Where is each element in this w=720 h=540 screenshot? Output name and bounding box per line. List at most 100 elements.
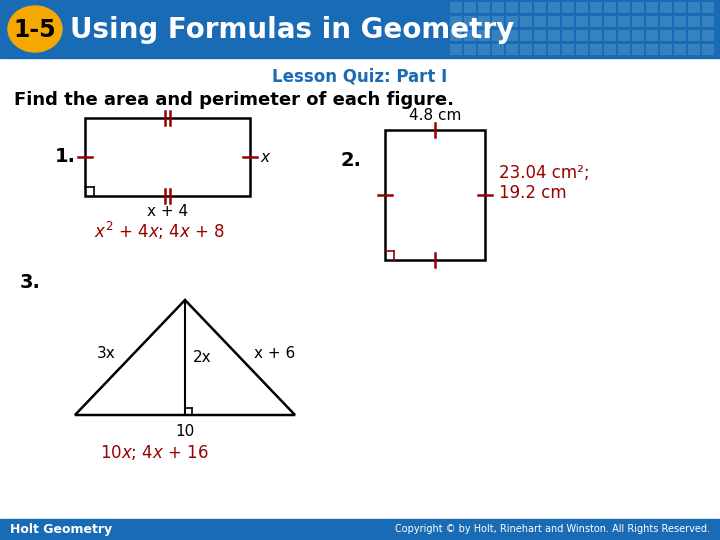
Text: $x^2$ + 4$x$; 4$x$ + 8: $x^2$ + 4$x$; 4$x$ + 8 [94, 220, 225, 242]
Bar [688, 30, 700, 41]
Bar [548, 2, 560, 13]
Bar [506, 16, 518, 27]
Bar [702, 30, 714, 41]
Bar [674, 2, 686, 13]
Bar [660, 30, 672, 41]
Text: x: x [260, 150, 269, 165]
Bar [520, 2, 532, 13]
Bar [702, 2, 714, 13]
Bar [646, 2, 658, 13]
Bar [590, 2, 602, 13]
Bar [562, 44, 574, 55]
Bar [464, 44, 476, 55]
Bar [520, 30, 532, 41]
Bar [590, 30, 602, 41]
Text: Using Formulas in Geometry: Using Formulas in Geometry [70, 16, 514, 44]
Bar [450, 30, 462, 41]
Bar [674, 44, 686, 55]
Bar [492, 2, 504, 13]
Bar [674, 16, 686, 27]
Bar [450, 16, 462, 27]
Bar [646, 16, 658, 27]
Bar [674, 30, 686, 41]
Bar [506, 30, 518, 41]
Text: 10: 10 [176, 423, 194, 438]
Text: 1.: 1. [55, 147, 76, 166]
Bar [660, 16, 672, 27]
Bar [632, 16, 644, 27]
Bar [450, 44, 462, 55]
Bar [604, 2, 616, 13]
Bar [660, 2, 672, 13]
Bar [548, 44, 560, 55]
Bar [618, 44, 630, 55]
Bar [576, 16, 588, 27]
Bar [618, 30, 630, 41]
Bar [0, 0, 720, 58]
Bar [562, 30, 574, 41]
Bar [632, 44, 644, 55]
Bar [618, 2, 630, 13]
Bar [548, 16, 560, 27]
Text: 3.: 3. [20, 273, 41, 293]
Bar [85, 118, 250, 196]
Text: 3x: 3x [97, 346, 116, 361]
Bar [702, 16, 714, 27]
Bar [632, 2, 644, 13]
Text: Lesson Quiz: Part I: Lesson Quiz: Part I [272, 67, 448, 85]
Bar [576, 30, 588, 41]
Text: 4.8 cm: 4.8 cm [409, 109, 462, 124]
Text: 2.: 2. [340, 151, 361, 170]
Bar [385, 130, 485, 260]
Text: x + 4: x + 4 [147, 205, 188, 219]
Bar [590, 16, 602, 27]
Bar [646, 30, 658, 41]
Bar [464, 2, 476, 13]
Bar [478, 16, 490, 27]
Bar [492, 30, 504, 41]
Text: 1-5: 1-5 [14, 18, 56, 42]
Bar [660, 44, 672, 55]
Text: Copyright © by Holt, Rinehart and Winston. All Rights Reserved.: Copyright © by Holt, Rinehart and Winsto… [395, 524, 710, 535]
Text: 23.04 cm²;
19.2 cm: 23.04 cm²; 19.2 cm [499, 164, 590, 202]
Bar [464, 30, 476, 41]
Text: 10$x$; 4$x$ + 16: 10$x$; 4$x$ + 16 [100, 443, 209, 462]
Bar [646, 44, 658, 55]
Bar [562, 16, 574, 27]
Bar [576, 44, 588, 55]
Ellipse shape [8, 6, 62, 52]
Bar [0, 519, 720, 540]
Text: 2x: 2x [193, 350, 212, 365]
Bar [478, 44, 490, 55]
Bar [506, 44, 518, 55]
Bar [492, 16, 504, 27]
Bar [534, 44, 546, 55]
Text: x + 6: x + 6 [254, 346, 295, 361]
Bar [492, 44, 504, 55]
Bar [520, 44, 532, 55]
Bar [604, 44, 616, 55]
Bar [576, 2, 588, 13]
Bar [618, 16, 630, 27]
Bar [562, 2, 574, 13]
Bar [520, 16, 532, 27]
Text: Find the area and perimeter of each figure.: Find the area and perimeter of each figu… [14, 91, 454, 109]
Bar [534, 30, 546, 41]
Bar [478, 30, 490, 41]
Bar [688, 16, 700, 27]
Polygon shape [75, 300, 295, 415]
Text: Holt Geometry: Holt Geometry [10, 523, 112, 536]
Bar [534, 2, 546, 13]
Bar [688, 2, 700, 13]
Bar [632, 30, 644, 41]
Bar [478, 2, 490, 13]
Bar [534, 16, 546, 27]
Bar [450, 2, 462, 13]
Bar [464, 16, 476, 27]
Bar [604, 16, 616, 27]
Bar [702, 44, 714, 55]
Bar [688, 44, 700, 55]
Bar [590, 44, 602, 55]
Bar [548, 30, 560, 41]
Bar [506, 2, 518, 13]
